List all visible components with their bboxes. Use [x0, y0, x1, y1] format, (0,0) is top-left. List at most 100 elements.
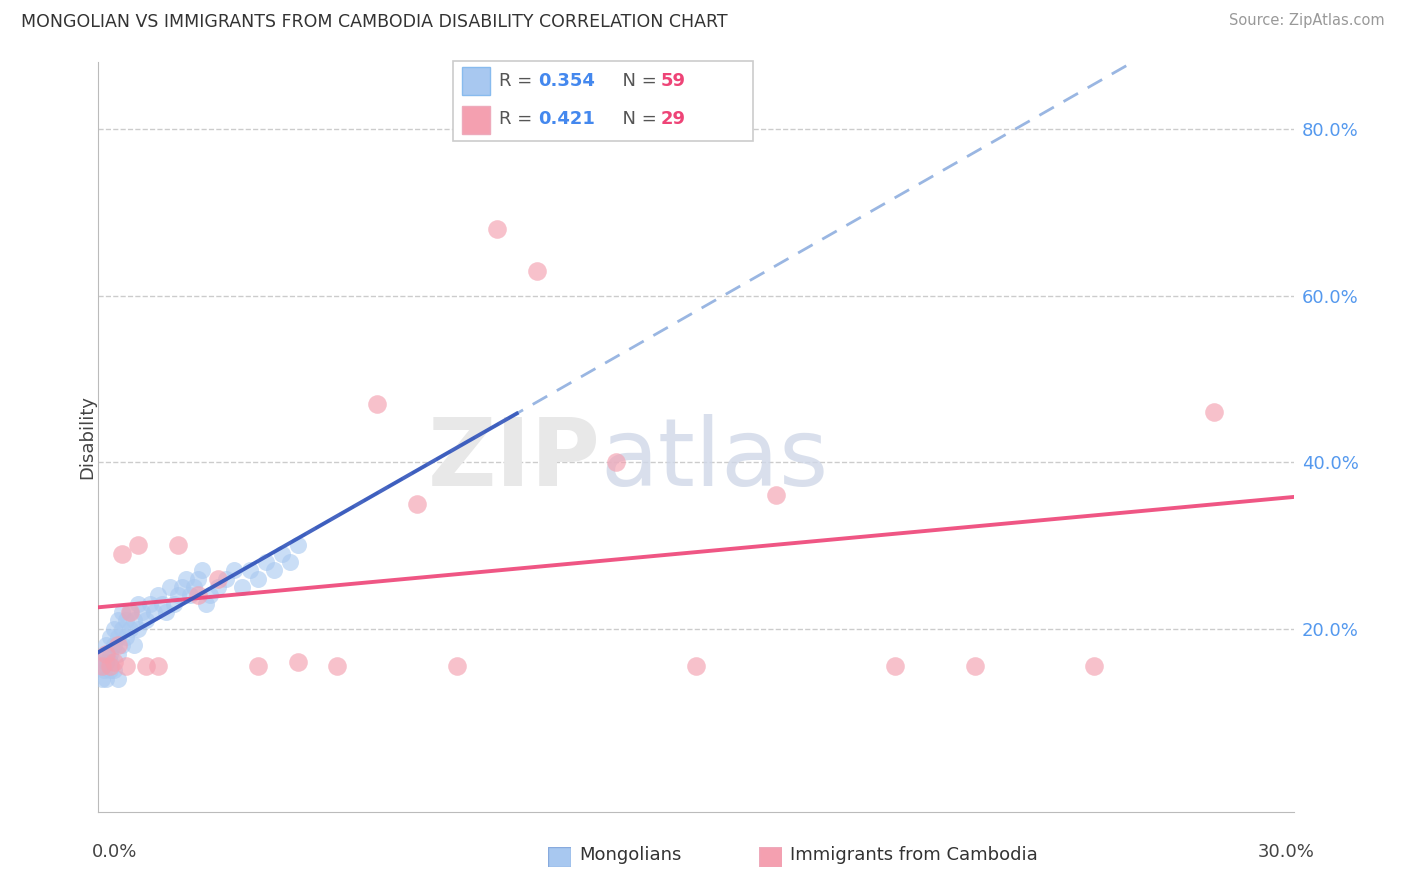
Point: [148, 659, 170, 673]
Point: [107, 630, 129, 644]
Point: [765, 488, 787, 502]
Point: [96, 672, 118, 686]
Point: [135, 659, 157, 673]
Point: [150, 597, 173, 611]
Point: [263, 563, 285, 577]
Point: [446, 659, 468, 673]
FancyBboxPatch shape: [463, 106, 491, 134]
Point: [155, 605, 177, 619]
Point: [183, 580, 205, 594]
Point: [93, 663, 115, 677]
Point: [115, 630, 138, 644]
Point: [406, 497, 429, 511]
Point: [1202, 405, 1225, 419]
Point: [120, 605, 142, 619]
Point: [191, 563, 214, 577]
Point: [98, 630, 122, 644]
Point: [107, 672, 129, 686]
Point: [107, 647, 129, 661]
Text: 0.354: 0.354: [538, 72, 595, 90]
Text: ZIP: ZIP: [427, 414, 600, 506]
Text: Immigrants from Cambodia: Immigrants from Cambodia: [790, 846, 1038, 863]
Point: [326, 659, 349, 673]
Point: [485, 222, 508, 236]
Point: [198, 588, 221, 602]
Point: [111, 605, 134, 619]
Text: MONGOLIAN VS IMMIGRANTS FROM CAMBODIA DISABILITY CORRELATION CHART: MONGOLIAN VS IMMIGRANTS FROM CAMBODIA DI…: [21, 13, 728, 31]
Point: [287, 538, 309, 552]
Point: [103, 655, 125, 669]
Point: [163, 597, 186, 611]
Point: [143, 605, 166, 619]
Point: [115, 659, 138, 673]
Point: [120, 622, 142, 636]
Point: [103, 622, 125, 636]
Point: [215, 572, 238, 586]
Point: [111, 622, 134, 636]
Point: [111, 547, 134, 561]
Point: [96, 638, 118, 652]
Point: [884, 659, 907, 673]
Point: [127, 597, 149, 611]
Text: atlas: atlas: [600, 414, 828, 506]
Text: 30.0%: 30.0%: [1258, 843, 1315, 861]
Point: [98, 647, 122, 661]
Point: [246, 572, 269, 586]
Text: N =: N =: [610, 111, 662, 128]
FancyBboxPatch shape: [548, 847, 571, 867]
Text: R =: R =: [499, 72, 538, 90]
Point: [963, 659, 986, 673]
Point: [96, 647, 118, 661]
Point: [172, 580, 194, 594]
Point: [124, 638, 146, 652]
Point: [246, 659, 269, 673]
Point: [207, 572, 229, 586]
Point: [366, 397, 388, 411]
FancyBboxPatch shape: [759, 847, 782, 867]
Point: [131, 605, 153, 619]
Text: 29: 29: [661, 111, 685, 128]
Point: [179, 588, 201, 602]
Point: [98, 655, 122, 669]
Point: [115, 613, 138, 627]
Point: [124, 613, 146, 627]
Text: R =: R =: [499, 111, 538, 128]
Point: [222, 563, 245, 577]
Point: [231, 580, 253, 594]
Point: [96, 655, 118, 669]
Point: [127, 538, 149, 552]
Point: [91, 659, 114, 673]
Point: [278, 555, 301, 569]
Point: [239, 563, 262, 577]
Point: [254, 555, 277, 569]
Point: [91, 655, 114, 669]
Point: [187, 588, 209, 602]
Text: Mongolians: Mongolians: [579, 846, 682, 863]
Point: [98, 663, 122, 677]
Text: 59: 59: [661, 72, 685, 90]
Point: [167, 538, 190, 552]
Point: [139, 597, 162, 611]
Point: [103, 638, 125, 652]
Point: [167, 588, 190, 602]
Point: [120, 605, 142, 619]
Point: [96, 647, 118, 661]
Point: [107, 613, 129, 627]
FancyBboxPatch shape: [463, 67, 491, 95]
Point: [159, 580, 181, 594]
Point: [526, 263, 548, 277]
Point: [91, 672, 114, 686]
Point: [685, 659, 707, 673]
Point: [135, 613, 157, 627]
FancyBboxPatch shape: [453, 61, 754, 141]
Point: [111, 638, 134, 652]
Point: [605, 455, 627, 469]
Text: N =: N =: [610, 72, 662, 90]
Point: [98, 659, 122, 673]
Point: [89, 659, 111, 673]
Point: [1083, 659, 1105, 673]
Point: [127, 622, 149, 636]
Point: [287, 655, 309, 669]
Point: [187, 572, 209, 586]
Point: [103, 663, 125, 677]
